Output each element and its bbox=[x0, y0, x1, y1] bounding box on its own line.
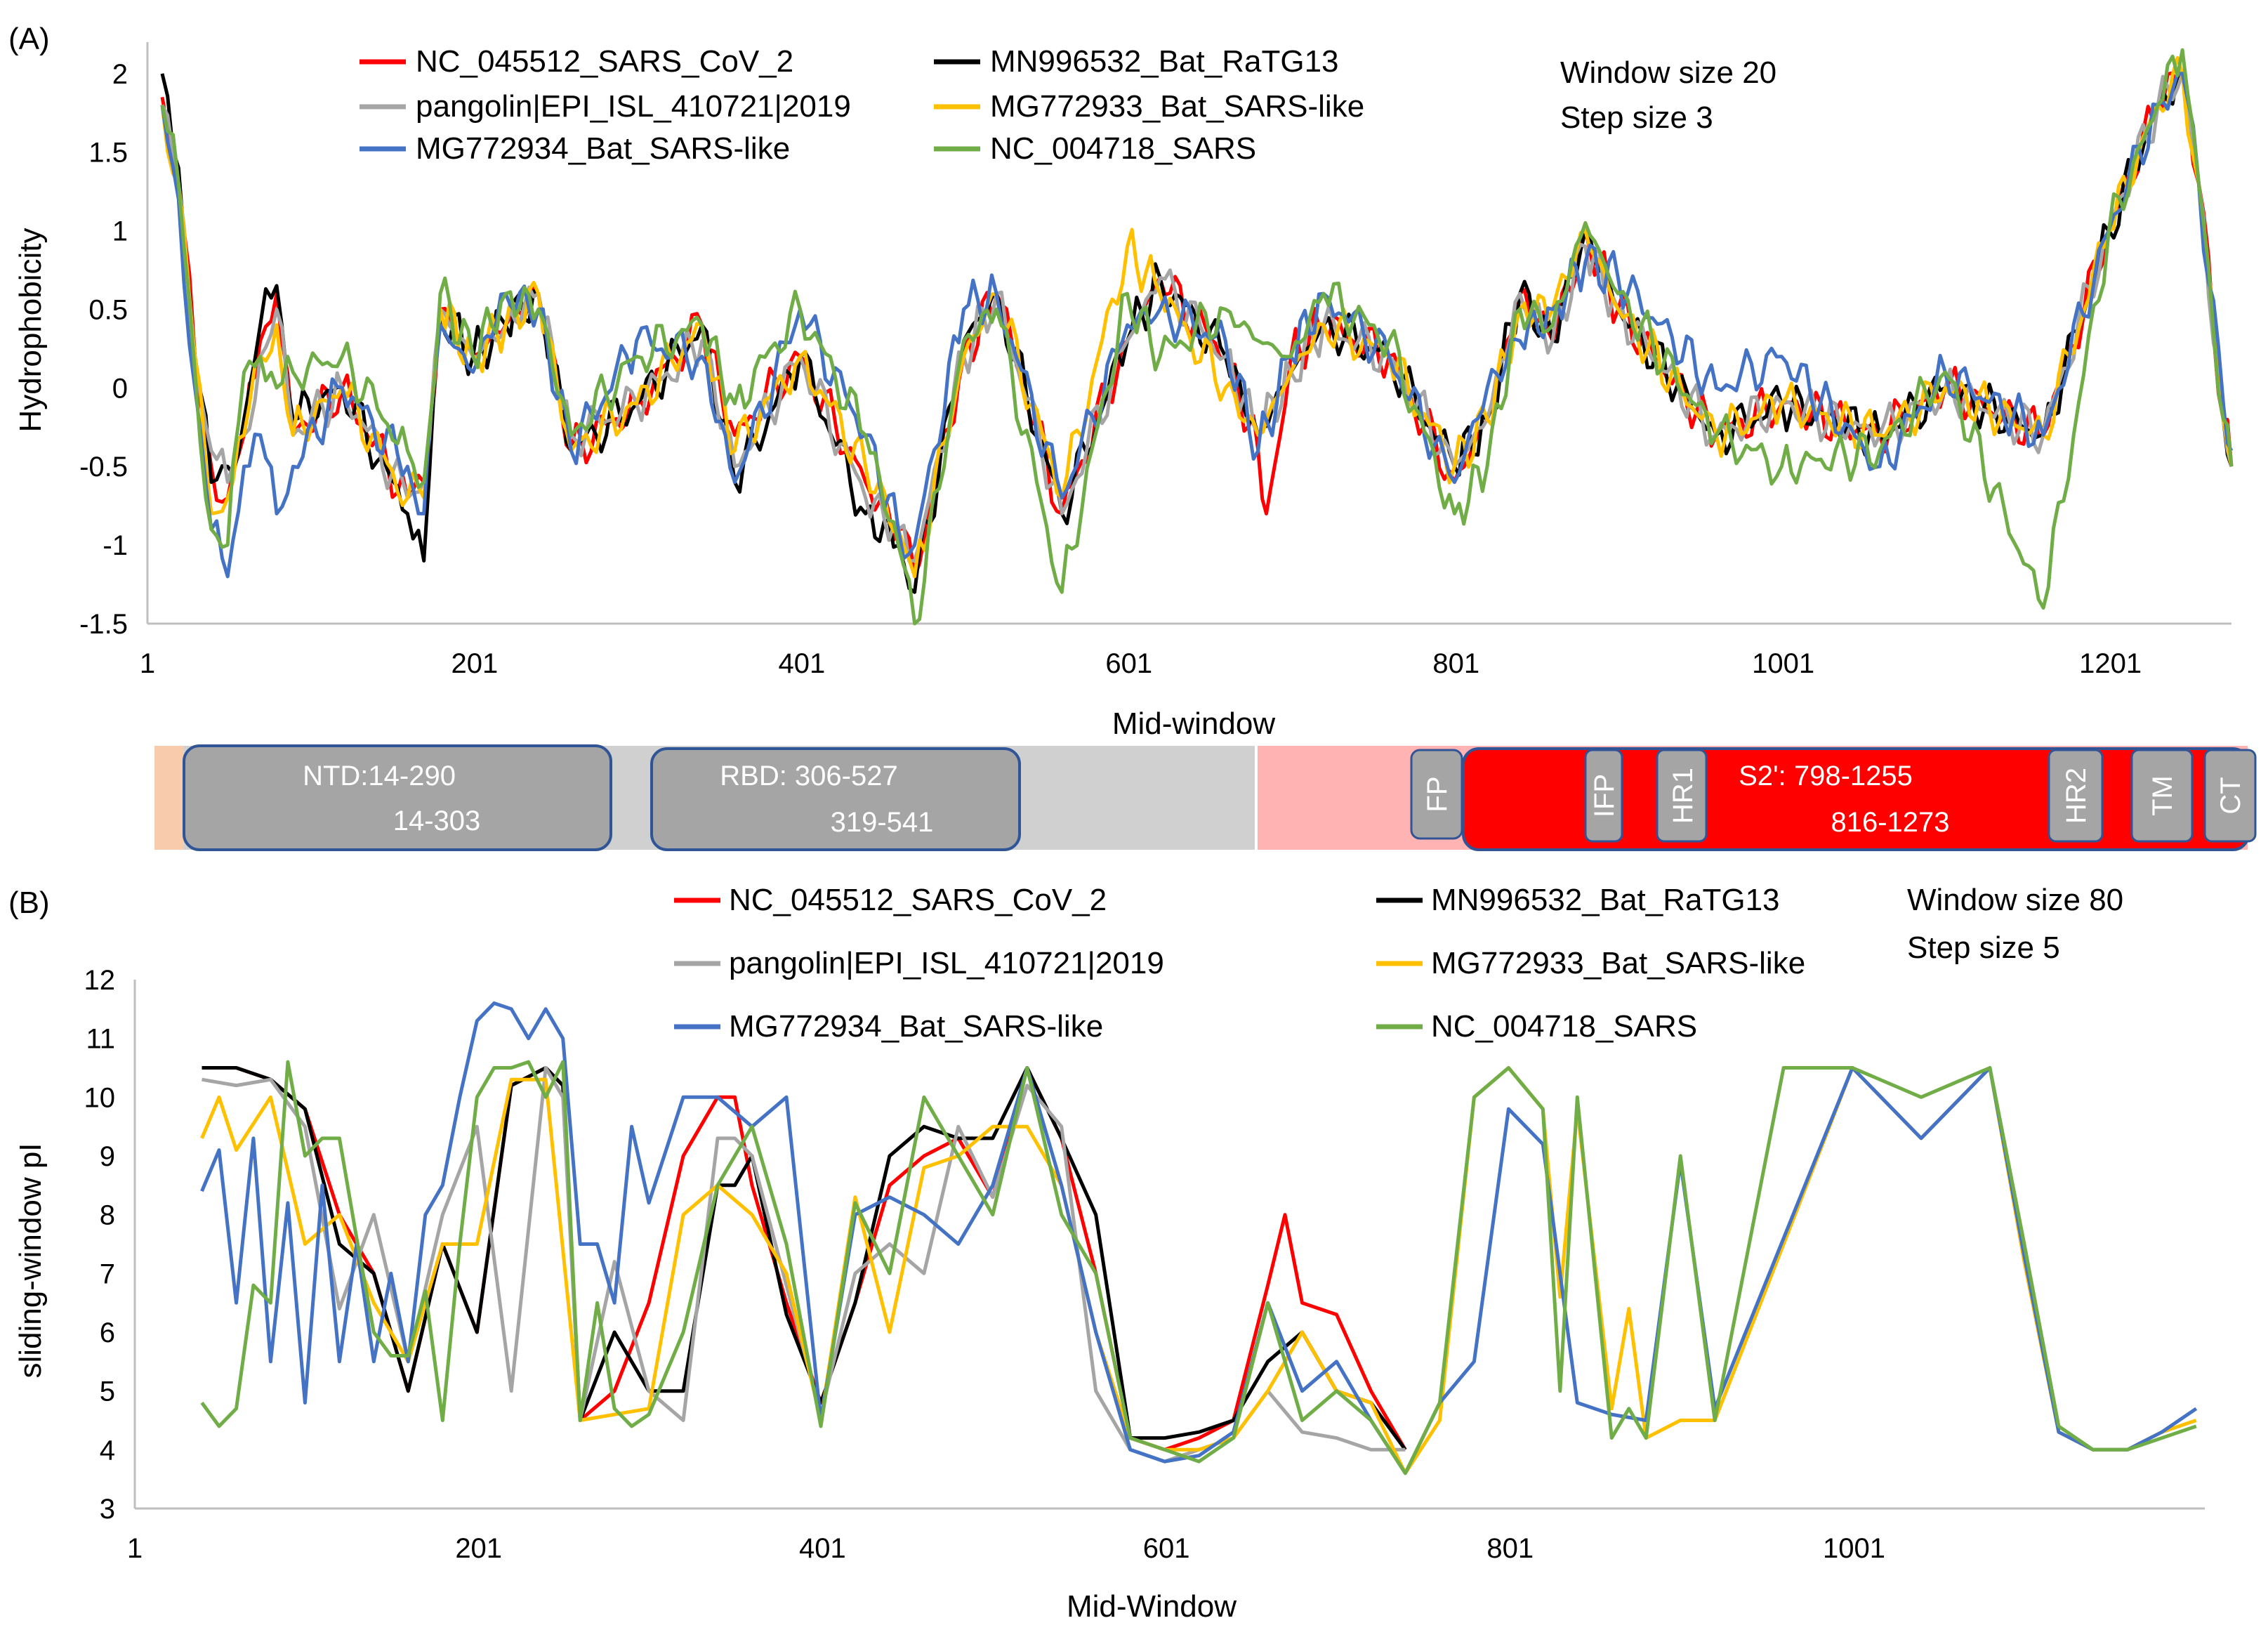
panel-b-window-size: Window size 80 bbox=[1907, 883, 2123, 917]
a-x-tick-label: 801 bbox=[1432, 648, 1479, 679]
a-x-tick-label: 201 bbox=[451, 648, 499, 679]
b-x-tick-label: 201 bbox=[455, 1533, 502, 1564]
panel-a-x-ticks: 1 201 401 601 801 1001 1201 bbox=[140, 648, 2142, 679]
b-series-line-mg772934-bat-sars-like bbox=[200, 1001, 2198, 1475]
panel-b-axes bbox=[133, 980, 2205, 1510]
b-x-tick-label: 1 bbox=[127, 1533, 143, 1564]
panel-a-chart: (A) Hydrophobicity Mid-window 2 1.5 1 0.5 0 -… bbox=[8, 22, 2234, 741]
a-y-tick-label: -0.5 bbox=[79, 452, 128, 482]
legend-b-label-sars: NC_004718_SARS bbox=[1431, 1009, 1697, 1044]
legend-b-label-pangolin: pangolin|EPI_ISL_410721|2019 bbox=[729, 946, 1164, 980]
spike-domain-map: NTD:14-290 14-303 RBD: 306-527 319-541 F… bbox=[154, 744, 2257, 851]
panel-b-label: (B) bbox=[8, 886, 50, 920]
a-y-tick-label: 1.5 bbox=[88, 138, 128, 169]
b-y-tick-label: 3 bbox=[100, 1494, 115, 1525]
panel-a-y-ticks: 2 1.5 1 0.5 0 -0.5 -1 -1.5 bbox=[79, 59, 128, 640]
s2-prime-range-label: 816-1273 bbox=[1831, 807, 1949, 838]
b-y-tick-label: 5 bbox=[100, 1376, 115, 1407]
b-y-tick-label: 12 bbox=[84, 965, 116, 996]
a-series-line-mg772933-bat-sars-like bbox=[160, 55, 2234, 579]
tm-label: TM bbox=[2147, 775, 2178, 816]
legend-b-label-mg772933: MG772933_Bat_SARS-like bbox=[1431, 946, 1805, 980]
a-y-tick-label: -1.5 bbox=[79, 609, 128, 640]
a-y-tick-label: 0 bbox=[112, 373, 128, 404]
panel-a-window-size: Window size 20 bbox=[1560, 55, 1776, 90]
legend-label-pangolin: pangolin|EPI_ISL_410721|2019 bbox=[416, 89, 851, 124]
a-y-tick-label: 2 bbox=[112, 59, 128, 90]
ntd-range-label: 14-303 bbox=[393, 806, 481, 836]
b-y-tick-label: 7 bbox=[100, 1258, 115, 1289]
hr2-label: HR2 bbox=[2061, 768, 2092, 824]
b-x-tick-label: 1001 bbox=[1823, 1533, 1885, 1564]
signal-peptide-region bbox=[154, 746, 184, 850]
panel-b-series bbox=[200, 1001, 2198, 1475]
hr2-domain bbox=[2048, 749, 2104, 843]
b-x-tick-label: 401 bbox=[799, 1533, 846, 1564]
s2-prime-label: S2': 798-1255 bbox=[1739, 761, 1913, 791]
ct-label: CT bbox=[2215, 777, 2246, 814]
rbd-label: RBD: 306-527 bbox=[720, 761, 897, 791]
panel-a-step-size: Step size 3 bbox=[1560, 100, 1713, 135]
panel-b-x-ticks: 1 201 401 601 801 1001 bbox=[127, 1533, 1885, 1564]
a-x-tick-label: 601 bbox=[1105, 648, 1152, 679]
a-y-tick-label: 0.5 bbox=[88, 294, 128, 325]
panel-a-y-axis-label: Hydrophobicity bbox=[13, 228, 48, 432]
panel-a-label: (A) bbox=[8, 22, 50, 56]
a-x-tick-label: 401 bbox=[778, 648, 825, 679]
panel-a-legend: NC_045512_SARS_CoV_2 MN996532_Bat_RaTG13… bbox=[360, 44, 1364, 166]
b-x-tick-label: 801 bbox=[1486, 1533, 1534, 1564]
b-series-line-mg772933-bat-sars-like bbox=[200, 1066, 2197, 1475]
b-y-tick-label: 6 bbox=[100, 1317, 115, 1348]
panel-b-legend: NC_045512_SARS_CoV_2 MN996532_Bat_RaTG13… bbox=[674, 883, 1805, 1044]
legend-label-ratg13: MN996532_Bat_RaTG13 bbox=[990, 44, 1339, 79]
rbd-range-label: 319-541 bbox=[831, 807, 934, 838]
a-x-tick-label: 1 bbox=[140, 648, 155, 679]
panel-b-y-axis-label: sliding-window pI bbox=[13, 1143, 48, 1378]
panel-a-series bbox=[160, 48, 2234, 626]
a-y-tick-label: 1 bbox=[112, 216, 128, 247]
ifp-domain bbox=[1584, 749, 1623, 843]
panel-a-x-axis-label: Mid-window bbox=[1112, 706, 1276, 741]
hr1-label: HR1 bbox=[1668, 768, 1699, 824]
a-y-tick-label: -1 bbox=[103, 530, 128, 561]
fp-label: FP bbox=[1422, 776, 1453, 812]
legend-label-mg772934: MG772934_Bat_SARS-like bbox=[416, 131, 790, 166]
ntd-domain bbox=[183, 744, 612, 851]
panel-b-y-ticks: 12 11 10 9 8 7 6 5 4 3 bbox=[84, 965, 116, 1525]
hr1-domain bbox=[1656, 749, 1708, 843]
a-x-tick-label: 1201 bbox=[2079, 648, 2142, 679]
panel-b-chart: (B) sliding-window pI Mid-Window 12 11 10 9… bbox=[8, 883, 2205, 1624]
panel-b-step-size: Step size 5 bbox=[1907, 931, 2060, 965]
panel-b-x-axis-label: Mid-Window bbox=[1067, 1589, 1237, 1624]
b-y-tick-label: 11 bbox=[86, 1024, 115, 1055]
ifp-label: IFP bbox=[1589, 774, 1620, 817]
legend-b-label-sars-cov-2: NC_045512_SARS_CoV_2 bbox=[729, 883, 1107, 917]
b-y-tick-label: 4 bbox=[100, 1435, 115, 1466]
b-x-tick-label: 601 bbox=[1143, 1533, 1190, 1564]
a-series-line-mg772934-bat-sars-like bbox=[160, 72, 2234, 579]
legend-label-sars-cov-2: NC_045512_SARS_CoV_2 bbox=[416, 44, 793, 79]
panel-a-axes bbox=[146, 42, 2231, 625]
ct-domain bbox=[2203, 749, 2257, 843]
b-y-tick-label: 8 bbox=[100, 1200, 115, 1231]
legend-b-label-ratg13: MN996532_Bat_RaTG13 bbox=[1431, 883, 1780, 917]
legend-b-label-mg772934: MG772934_Bat_SARS-like bbox=[729, 1009, 1103, 1044]
a-series-line-nc-004718-sars bbox=[160, 48, 2234, 626]
rbd-domain bbox=[650, 747, 1021, 851]
b-y-tick-label: 10 bbox=[84, 1082, 116, 1113]
tm-domain bbox=[2130, 749, 2194, 843]
s1-s2-divider bbox=[1255, 746, 1258, 850]
b-series-line-nc-004718-sars bbox=[200, 1060, 2197, 1475]
ntd-label: NTD:14-290 bbox=[303, 761, 456, 791]
b-y-tick-label: 9 bbox=[100, 1141, 115, 1172]
a-x-tick-label: 1001 bbox=[1752, 648, 1814, 679]
legend-label-sars: NC_004718_SARS bbox=[990, 131, 1256, 166]
b-series-line-mn996532-bat-ratg13 bbox=[202, 1066, 1407, 1451]
legend-label-mg772933: MG772933_Bat_SARS-like bbox=[990, 89, 1364, 124]
